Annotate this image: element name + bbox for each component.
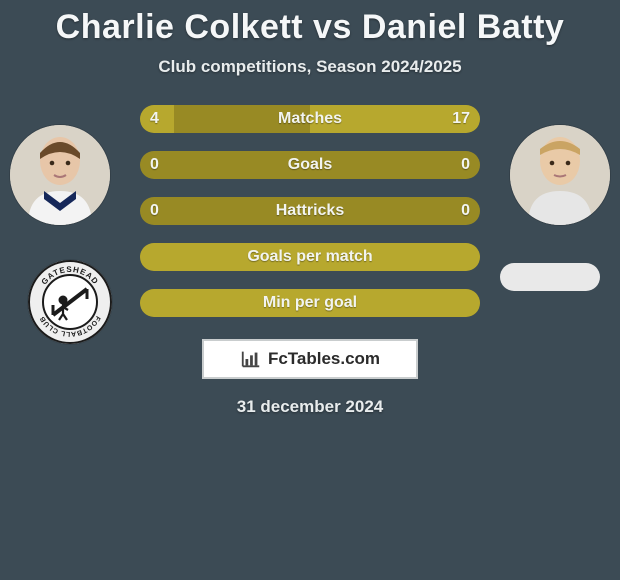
stat-bar-track bbox=[140, 197, 480, 225]
brand-text: FcTables.com bbox=[268, 349, 380, 369]
stat-bar-track bbox=[140, 289, 480, 317]
person-icon bbox=[10, 125, 110, 225]
stat-bar-track bbox=[140, 243, 480, 271]
stat-bar-fill-right bbox=[310, 289, 480, 317]
stat-bar-fill-left bbox=[140, 289, 310, 317]
stat-bar-fill-right bbox=[310, 243, 480, 271]
club-crest-icon: GATESHEAD FOOTBALL CLUB bbox=[28, 260, 112, 344]
brand-watermark: FcTables.com bbox=[202, 339, 418, 379]
player-left-club-badge: GATESHEAD FOOTBALL CLUB bbox=[28, 260, 112, 344]
stat-row-matches: Matches417 bbox=[140, 105, 480, 133]
comparison-panel: GATESHEAD FOOTBALL CLUB Matches417Goals0… bbox=[0, 105, 620, 317]
stat-row-min_per_goal: Min per goal bbox=[140, 289, 480, 317]
page-title: Charlie Colkett vs Daniel Batty bbox=[0, 0, 620, 47]
stat-bar-fill-left bbox=[140, 105, 174, 133]
snapshot-date: 31 december 2024 bbox=[0, 397, 620, 417]
stat-bar-fill-right bbox=[310, 105, 480, 133]
bar-chart-icon bbox=[240, 348, 262, 370]
player-left-avatar bbox=[10, 125, 110, 225]
person-icon bbox=[510, 125, 610, 225]
player-right-club-badge bbox=[500, 263, 600, 291]
stat-bar-track bbox=[140, 105, 480, 133]
stat-row-hattricks: Hattricks00 bbox=[140, 197, 480, 225]
stat-bars: Matches417 Goals00 Hattricks00 Goals per ma… bbox=[140, 105, 480, 317]
stat-bar-track bbox=[140, 151, 480, 179]
stat-row-goals_per_match: Goals per match bbox=[140, 243, 480, 271]
page-subtitle: Club competitions, Season 2024/2025 bbox=[0, 57, 620, 77]
player-right-avatar bbox=[510, 125, 610, 225]
stat-bar-fill-left bbox=[140, 243, 310, 271]
stat-row-goals: Goals00 bbox=[140, 151, 480, 179]
